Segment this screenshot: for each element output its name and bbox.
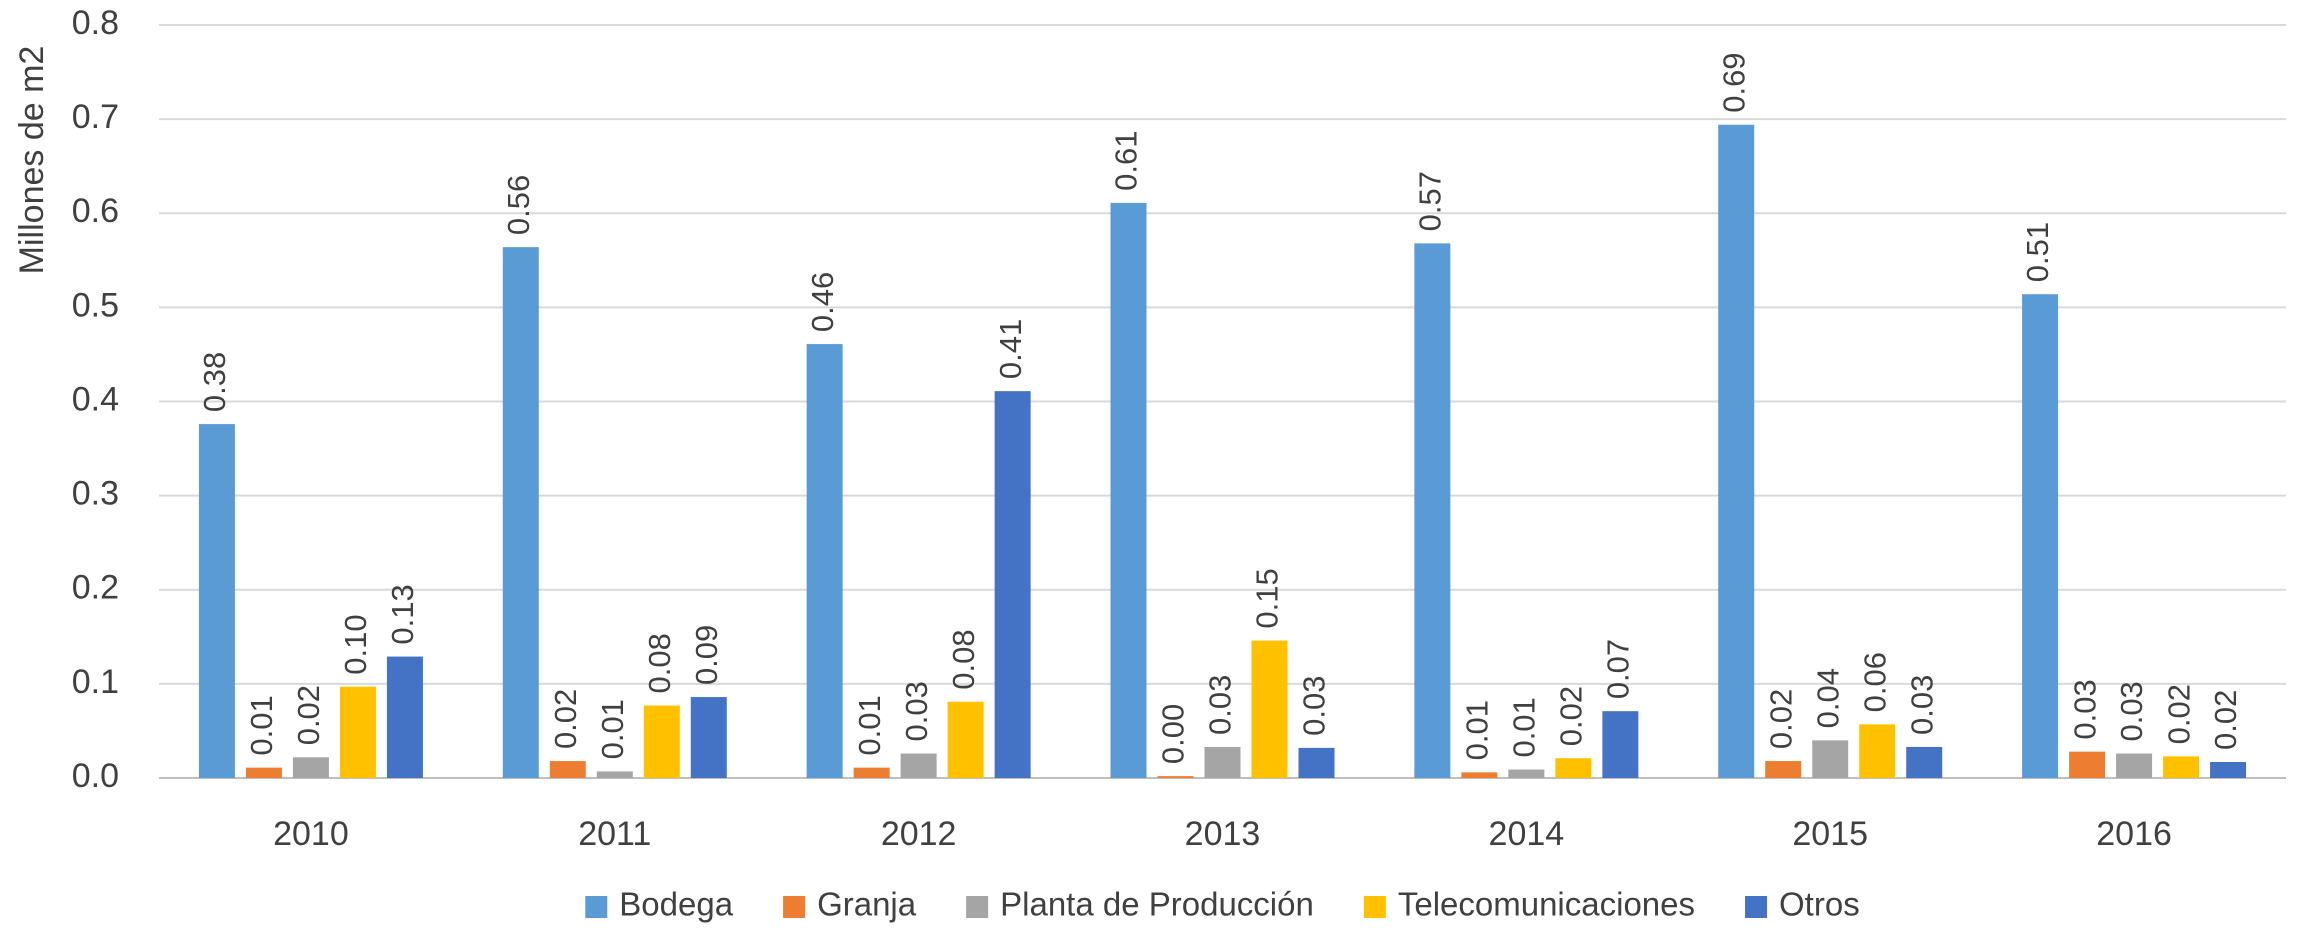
bar — [1602, 711, 1639, 778]
y-tick-label: 0.2 — [72, 569, 119, 607]
bar — [1461, 772, 1498, 778]
data-label: 0.03 — [1297, 676, 1332, 736]
x-tick-label: 2010 — [273, 815, 349, 853]
bar — [1555, 758, 1592, 778]
bar — [1414, 243, 1451, 778]
legend-swatch — [1363, 896, 1386, 918]
bar — [386, 656, 423, 778]
bar — [1812, 740, 1849, 778]
data-label: 0.03 — [899, 681, 934, 741]
bar — [245, 767, 282, 778]
bar — [1508, 769, 1545, 778]
data-label: 0.03 — [1203, 675, 1238, 735]
bar — [853, 767, 890, 778]
data-label: 0.01 — [1460, 700, 1495, 760]
y-axis-title: Millones de m2 — [13, 46, 51, 275]
data-label: 0.08 — [946, 629, 981, 689]
data-label: 0.04 — [1810, 668, 1845, 728]
legend-label: Otros — [1779, 886, 1860, 923]
y-tick-label: 0.0 — [72, 757, 119, 795]
bar — [643, 705, 680, 778]
x-tick-label: 2015 — [1792, 815, 1868, 853]
bar — [2069, 751, 2106, 778]
data-label: 0.00 — [1156, 704, 1191, 764]
bar — [1204, 746, 1241, 778]
data-label: 0.02 — [2208, 690, 2243, 750]
data-label: 0.02 — [1554, 686, 1589, 746]
legend-label: Bodega — [619, 886, 733, 923]
data-label: 0.51 — [2020, 222, 2055, 282]
bar — [1251, 640, 1288, 778]
data-label: 0.02 — [1763, 689, 1798, 749]
legend-swatch — [585, 896, 608, 918]
x-tick-label: 2011 — [578, 815, 651, 853]
data-label: 0.09 — [689, 625, 724, 685]
bar — [2163, 756, 2200, 778]
data-label: 0.01 — [595, 699, 630, 759]
bar — [2116, 753, 2153, 778]
x-tick-label: 2012 — [881, 815, 957, 853]
bar — [502, 247, 539, 778]
data-label: 0.03 — [2114, 681, 2149, 741]
bar — [2022, 294, 2059, 778]
y-tick-label: 0.3 — [72, 475, 119, 513]
data-label: 0.46 — [805, 272, 840, 332]
data-label: 0.02 — [2161, 684, 2196, 744]
bar — [596, 771, 633, 778]
bar — [900, 753, 937, 778]
bar — [947, 701, 984, 778]
data-label: 0.41 — [993, 319, 1028, 379]
data-label: 0.13 — [385, 584, 420, 644]
bar — [690, 697, 727, 778]
bar — [1718, 124, 1755, 778]
data-label: 0.08 — [642, 633, 677, 693]
y-tick-label: 0.6 — [72, 192, 119, 230]
data-label: 0.02 — [548, 689, 583, 749]
bar — [994, 391, 1031, 778]
y-tick-label: 0.4 — [72, 380, 119, 418]
bar — [1110, 202, 1147, 779]
legend-label: Planta de Producción — [1000, 886, 1314, 923]
data-label: 0.02 — [291, 685, 326, 745]
legend-swatch — [966, 896, 989, 918]
bar — [339, 686, 376, 778]
bar — [2210, 761, 2247, 778]
data-label: 0.56 — [501, 175, 536, 235]
bar — [292, 757, 329, 778]
bar — [1298, 747, 1335, 778]
data-label: 0.69 — [1716, 52, 1751, 112]
legend-swatch — [783, 896, 806, 918]
data-label: 0.61 — [1109, 131, 1144, 191]
y-tick-label: 0.1 — [72, 663, 119, 701]
legend-label: Telecomunicaciones — [1398, 886, 1695, 923]
data-label: 0.01 — [852, 695, 887, 755]
data-label: 0.03 — [2067, 679, 2102, 739]
bar — [1157, 776, 1194, 778]
legend-label: Granja — [817, 886, 917, 923]
x-tick-label: 2013 — [1185, 815, 1261, 853]
x-tick-label: 2016 — [2096, 815, 2172, 853]
data-label: 0.03 — [1904, 675, 1939, 735]
x-tick-label: 2014 — [1489, 815, 1565, 853]
data-label: 0.01 — [1507, 697, 1542, 757]
bar — [549, 761, 586, 778]
bar — [1859, 724, 1896, 778]
data-label: 0.01 — [244, 695, 279, 755]
bar — [198, 424, 235, 778]
y-tick-label: 0.5 — [72, 286, 119, 324]
bar — [806, 344, 843, 778]
legend-swatch — [1745, 896, 1768, 918]
y-tick-label: 0.8 — [72, 4, 119, 42]
data-label: 0.15 — [1250, 568, 1285, 628]
data-label: 0.57 — [1413, 171, 1448, 231]
data-label: 0.38 — [197, 352, 232, 412]
bar — [1906, 746, 1943, 778]
data-label: 0.06 — [1857, 652, 1892, 712]
data-label: 0.10 — [338, 614, 373, 674]
data-label: 0.07 — [1601, 639, 1636, 699]
bar — [1765, 761, 1802, 778]
y-tick-label: 0.7 — [72, 98, 119, 136]
